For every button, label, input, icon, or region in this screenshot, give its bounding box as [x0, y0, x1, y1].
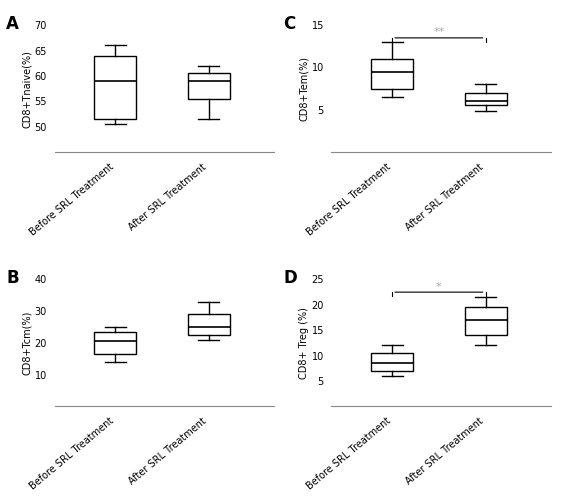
Text: A: A — [6, 15, 19, 33]
PathPatch shape — [188, 73, 230, 99]
PathPatch shape — [371, 59, 413, 89]
Text: **: ** — [433, 27, 445, 37]
Y-axis label: CD8+Tcm(%): CD8+Tcm(%) — [22, 311, 32, 375]
Text: C: C — [283, 15, 296, 33]
PathPatch shape — [94, 332, 137, 354]
PathPatch shape — [188, 314, 230, 335]
Text: *: * — [436, 282, 442, 292]
Y-axis label: CD8+Tem(%): CD8+Tem(%) — [299, 56, 309, 121]
Text: D: D — [283, 269, 297, 287]
Y-axis label: CD8+Tnaive(%): CD8+Tnaive(%) — [22, 50, 31, 127]
Text: B: B — [6, 269, 19, 287]
Y-axis label: CD8+ Treg (%): CD8+ Treg (%) — [298, 307, 309, 379]
PathPatch shape — [94, 56, 137, 119]
PathPatch shape — [465, 307, 506, 335]
PathPatch shape — [465, 93, 506, 106]
PathPatch shape — [371, 353, 413, 371]
